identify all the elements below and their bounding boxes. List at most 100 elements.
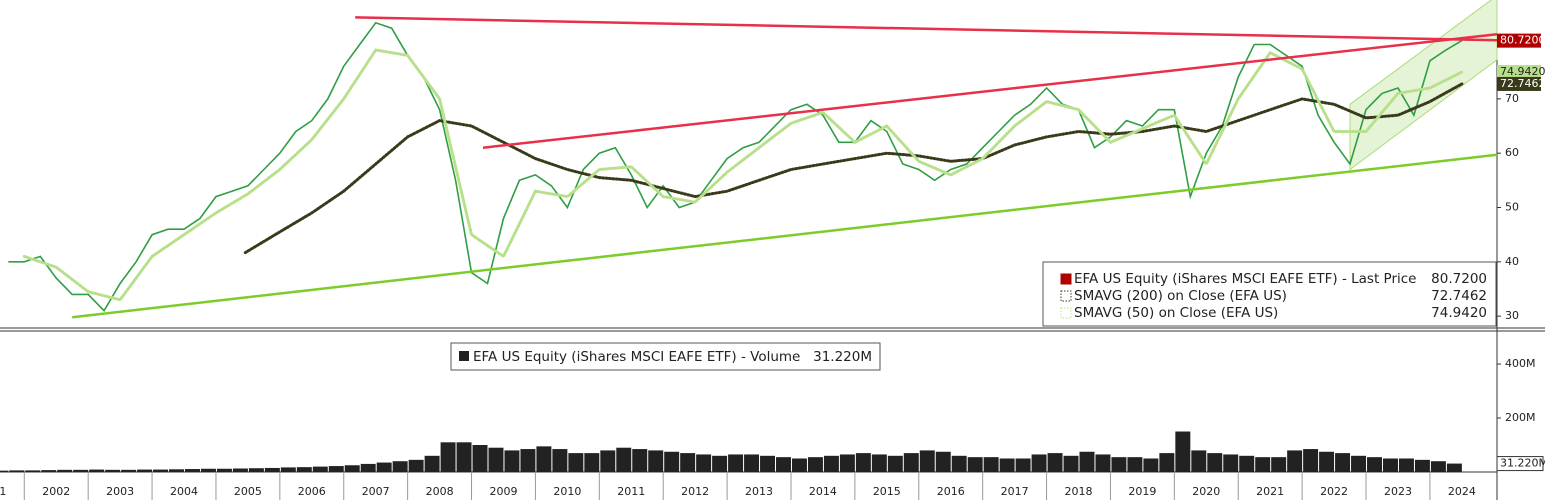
price-tag-label: 72.7462	[1500, 77, 1545, 90]
x-tick-label: 2024	[1448, 485, 1476, 498]
volume-tag	[1496, 456, 1544, 472]
x-tick-label: 2015	[873, 485, 901, 498]
volume-bar	[744, 454, 760, 472]
volume-bar	[1079, 451, 1095, 472]
x-tick-label: 2011	[617, 485, 645, 498]
volume-bar	[871, 454, 887, 472]
volume-bar	[855, 453, 871, 472]
x-tick-label: 2021	[1256, 485, 1284, 498]
x-tick-label: 2003	[106, 485, 134, 498]
x-tick-label: 2017	[1001, 485, 1029, 498]
moving-average	[243, 82, 1464, 255]
price-tag-label: 74.9420	[1500, 65, 1545, 78]
volume-bar	[1223, 454, 1239, 472]
volume-bar	[648, 450, 664, 472]
volume-bar	[1015, 458, 1031, 472]
volume-bar	[1095, 454, 1111, 472]
volume-bar	[983, 457, 999, 472]
volume-bar	[424, 455, 440, 472]
volume-bar	[1175, 431, 1191, 472]
volume-bar	[967, 457, 983, 472]
legend-swatch	[1060, 290, 1072, 302]
volume-bar	[1239, 455, 1255, 472]
volume-bar	[264, 467, 280, 472]
volume-bar	[504, 450, 520, 472]
legend: EFA US Equity (iShares MSCI EAFE ETF) - …	[450, 342, 881, 371]
x-tick-label: 2013	[745, 485, 773, 498]
legend-label: SMAVG (50) on Close (EFA US)	[1074, 305, 1278, 321]
volume-bar	[328, 466, 344, 472]
volume-bar	[73, 469, 89, 472]
volume-bar	[568, 453, 584, 472]
volume-bar	[600, 450, 616, 472]
trendline	[482, 32, 1498, 149]
legend-label: EFA US Equity (iShares MSCI EAFE ETF) - …	[473, 349, 800, 365]
volume-bar	[903, 453, 919, 472]
x-tick-label: 2005	[234, 485, 262, 498]
volume-bar	[137, 469, 153, 472]
volume-bar	[1207, 453, 1223, 472]
volume-bar	[153, 469, 169, 472]
legend-value: 72.7462	[1431, 288, 1487, 304]
volume-bar	[456, 442, 472, 472]
volume-bar	[488, 447, 504, 472]
legend-swatch	[1060, 273, 1072, 285]
volume-bar	[440, 442, 456, 472]
volume-bar	[552, 449, 568, 472]
volume-bar	[41, 470, 57, 472]
x-tick-label: 2001	[0, 485, 6, 498]
volume-bar	[1191, 450, 1207, 472]
legend-value: 74.9420	[1431, 305, 1487, 321]
volume-bar	[376, 462, 392, 472]
y-tick-label: 70	[1505, 92, 1519, 105]
x-tick-label: 2007	[362, 485, 390, 498]
volume-bar	[248, 468, 264, 472]
volume-bar	[472, 445, 488, 472]
volume-bar	[1414, 459, 1430, 472]
volume-bar	[105, 469, 121, 472]
legend-label: EFA US Equity (iShares MSCI EAFE ETF) - …	[1074, 271, 1416, 287]
x-tick-label: 2014	[809, 485, 837, 498]
volume-bar	[312, 466, 328, 472]
trendline	[355, 16, 1498, 42]
volume-bar	[25, 470, 41, 472]
volume-bar	[216, 468, 232, 472]
x-tick-label: 2020	[1192, 485, 1220, 498]
volume-bar	[520, 449, 536, 472]
x-tick-label: 2004	[170, 485, 198, 498]
legend: EFA US Equity (iShares MSCI EAFE ETF) - …	[1042, 261, 1497, 327]
price-tag	[1497, 76, 1541, 91]
volume-bar	[280, 467, 296, 472]
volume-bar	[0, 470, 9, 472]
legend-value: 31.220M	[813, 349, 872, 365]
volume-bar	[760, 455, 776, 472]
volume-bar	[632, 449, 648, 472]
volume-bar	[1351, 455, 1367, 472]
volume-bar	[680, 453, 696, 472]
volume-bar	[296, 467, 312, 472]
volume-bar	[344, 465, 360, 472]
y-tick-label: 50	[1505, 200, 1519, 213]
volume-bar	[1047, 453, 1063, 472]
volume-bar	[1287, 450, 1303, 472]
legend-box	[1042, 261, 1497, 327]
volume-bar	[999, 458, 1015, 472]
volume-bar	[408, 459, 424, 472]
x-tick-label: 2023	[1384, 485, 1412, 498]
volume-bar	[200, 468, 216, 472]
volume-bar	[536, 446, 552, 472]
volume-bar	[919, 450, 935, 472]
legend-label: SMAVG (200) on Close (EFA US)	[1074, 288, 1287, 304]
volume-bar	[1127, 457, 1143, 472]
volume-bar	[1255, 457, 1271, 472]
volume-bar	[1143, 458, 1159, 472]
y-tick-label: 30	[1505, 309, 1519, 322]
volume-bar	[1319, 451, 1335, 472]
trendline	[72, 153, 1498, 319]
legend-swatch	[459, 351, 469, 361]
x-tick-label: 2019	[1128, 485, 1156, 498]
x-tick-label: 2016	[937, 485, 965, 498]
volume-bar	[1398, 458, 1414, 472]
